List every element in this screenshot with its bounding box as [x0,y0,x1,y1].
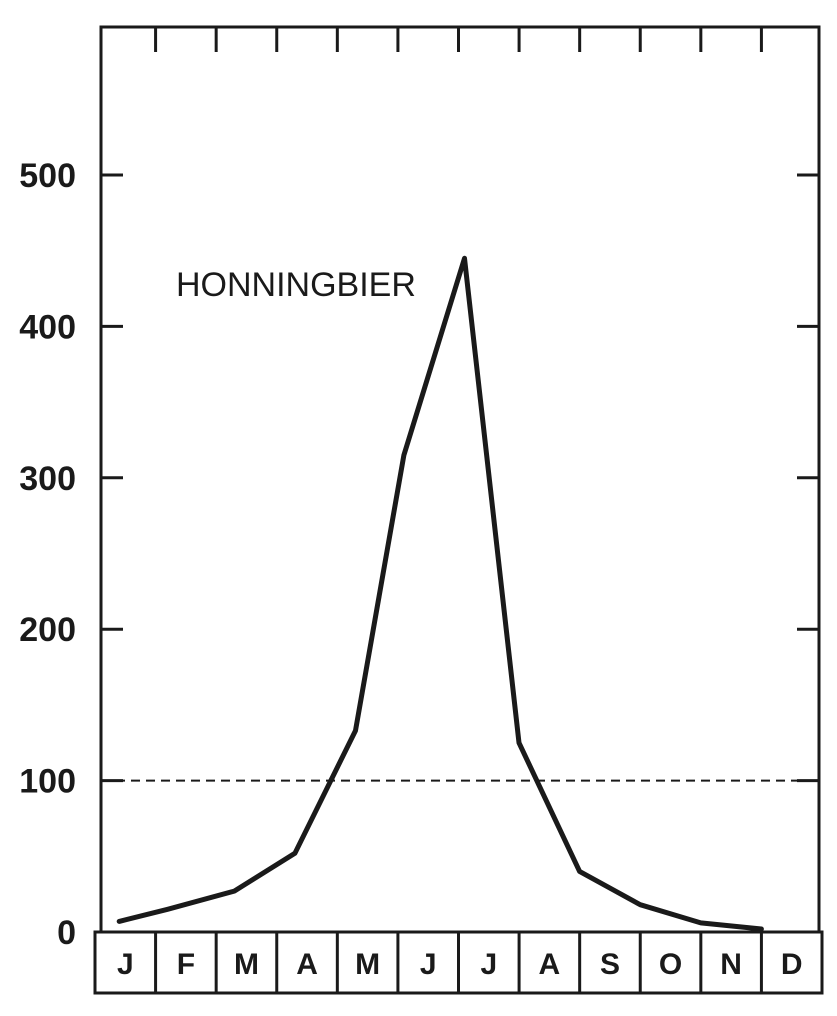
y-tick-label: 500 [19,157,76,195]
y-tick-label: 0 [57,914,76,952]
month-label: N [720,948,742,981]
month-label: A [539,948,561,981]
month-label: M [355,948,380,981]
series-group [116,255,764,932]
y-axis: 0 100 200 300 400 500 [19,157,819,952]
month-label: M [234,948,259,981]
month-label: J [480,948,497,981]
month-label: J [117,948,134,981]
month-label: F [177,948,195,981]
y-tick-label: 200 [19,611,76,649]
month-label: A [296,948,318,981]
month-label: O [659,948,682,981]
plot-frame [99,25,821,934]
y-tick-label: 400 [19,308,76,346]
top-month-ticks [154,27,763,52]
y-tick-label: 300 [19,460,76,498]
chart-annotation: HONNINGBIER [176,266,416,304]
month-label: S [600,948,620,981]
y-tick-label: 100 [19,763,76,801]
month-label: J [420,948,437,981]
month-label: D [781,948,803,981]
series-line [116,255,764,932]
